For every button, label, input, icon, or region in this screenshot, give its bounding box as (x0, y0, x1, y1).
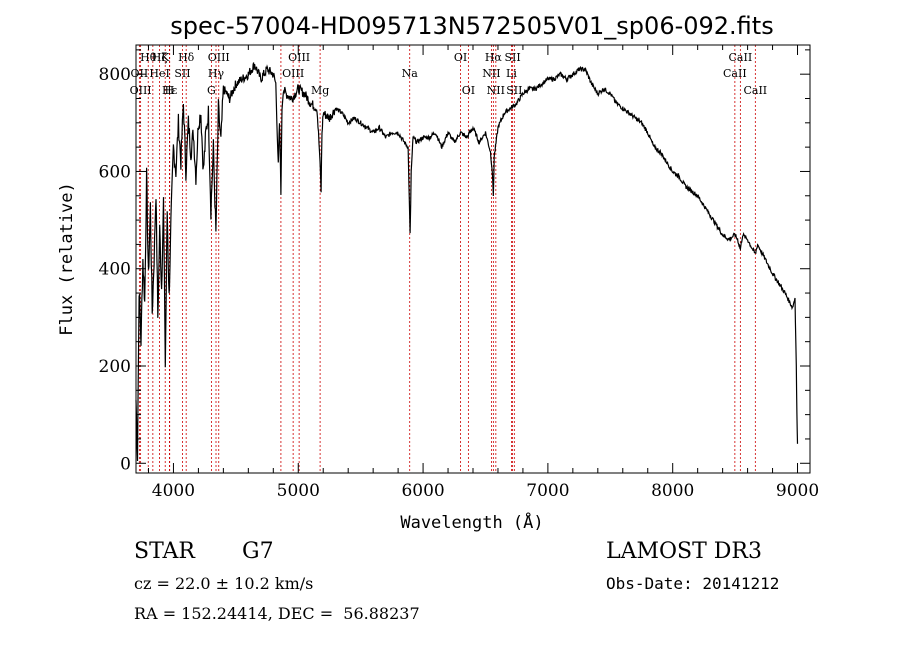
marker-label-10: OIII (208, 51, 230, 64)
object-class: STAR (134, 539, 195, 564)
spectrum-line (135, 62, 799, 462)
chart-title: spec-57004-HD095713N572505V01_sp06-092.f… (170, 12, 773, 40)
x-tick-label: 4000 (152, 481, 195, 501)
y-axis: 0 200 400 600 800 (99, 49, 810, 474)
spectral-subclass: G7 (242, 539, 274, 564)
x-axis: 4000 5000 6000 7000 8000 9000 (147, 45, 819, 501)
marker-label-27: CaII (743, 84, 767, 97)
y-tick-label: 400 (99, 260, 131, 280)
marker-label-15: Mg (311, 84, 329, 97)
marker-label-24: SII (506, 84, 522, 97)
x-axis-label: Wavelength (Å) (400, 511, 543, 533)
marker-label-21: NII (482, 67, 500, 80)
marker-label-16: Na (402, 67, 419, 80)
plot-frame (135, 44, 811, 474)
x-tick-label: 8000 (651, 481, 694, 501)
x-tick-label: 7000 (526, 481, 569, 501)
marker-label-6: Hε (162, 84, 178, 97)
x-tick-label: 5000 (277, 481, 320, 501)
marker-label-9: SII (174, 67, 190, 80)
obs-date: Obs-Date: 20141212 (606, 574, 780, 593)
x-tick-label: 9000 (776, 481, 819, 501)
marker-label-23: NII (487, 84, 505, 97)
marker-label-19: Hα (485, 51, 503, 64)
marker-label-2: OIII (130, 84, 152, 97)
marker-label-26: CaII (723, 67, 747, 80)
marker-label-5: HeI (149, 67, 169, 80)
marker-label-8: Hδ (178, 51, 195, 64)
marker-label-13: OIII (288, 51, 310, 64)
marker-label-22: Li (506, 67, 517, 80)
line-markers: Hθ OII OIII KHζ HeI HεH Hδ SII OIII Hγ G OIII OIII Mg… (130, 45, 767, 473)
marker-label-25: CaII (729, 51, 753, 64)
marker-label-14: OIII (282, 67, 304, 80)
coordinates-text: RA = 152.24414, DEC = 56.88237 (134, 604, 420, 623)
marker-label-7: H (165, 84, 175, 97)
marker-label-17: OI (454, 51, 467, 64)
y-tick-label: 0 (120, 454, 131, 474)
velocity-text: cz = 22.0 ± 10.2 km/s (134, 574, 314, 593)
x-tick-label: 6000 (401, 481, 444, 501)
marker-label-20: SII (504, 51, 520, 64)
y-axis-label: Flux (relative) (57, 182, 77, 336)
marker-label-4: Hζ (152, 51, 168, 64)
marker-label-12: G (207, 84, 216, 97)
marker-label-0: Hθ (140, 51, 157, 64)
marker-label-1: OII (131, 67, 149, 80)
marker-label-11: Hγ (208, 67, 225, 80)
survey-name: LAMOST DR3 (606, 539, 762, 564)
marker-label-3: K (161, 51, 170, 64)
y-tick-label: 200 (99, 357, 131, 377)
marker-label-18: OI (462, 84, 475, 97)
y-tick-label: 800 (99, 65, 131, 85)
y-tick-label: 600 (99, 162, 131, 182)
